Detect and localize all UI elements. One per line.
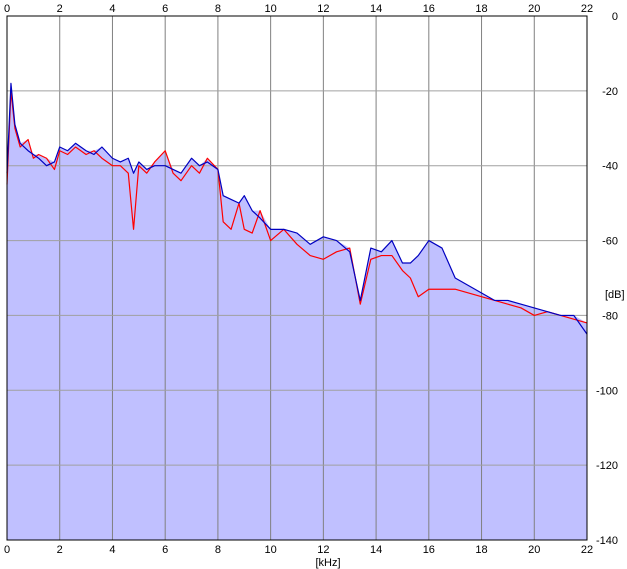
x-tick-label-top: 14	[370, 3, 382, 15]
y-tick-label: 0	[612, 11, 618, 23]
x-tick-label-top: 16	[423, 3, 435, 15]
x-tick-label-bottom: 8	[215, 544, 221, 556]
series-line-1	[6, 90, 588, 324]
series-lines	[6, 82, 588, 335]
x-tick-label-top: 22	[581, 3, 593, 15]
grid-lines	[7, 16, 587, 540]
x-tick-label-bottom: 4	[109, 544, 115, 556]
x-tick-label-bottom: 2	[57, 544, 63, 556]
x-tick-label-top: 0	[4, 3, 10, 15]
series-line-2	[6, 82, 588, 335]
x-tick-label-bottom: 22	[581, 544, 593, 556]
x-tick-label-top: 12	[317, 3, 329, 15]
x-tick-label-top: 6	[162, 3, 168, 15]
y-tick-label: -100	[596, 385, 618, 397]
y-tick-label: -120	[596, 460, 618, 472]
x-tick-label-bottom: 12	[317, 544, 329, 556]
y-tick-label: -80	[602, 310, 618, 322]
x-tick-label-top: 4	[109, 3, 115, 15]
x-tick-label-bottom: 16	[423, 544, 435, 556]
y-axis-label: [dB]	[605, 289, 625, 301]
x-tick-label-bottom: 14	[370, 544, 382, 556]
y-tick-labels: 0 -20 -40 -60 -80 -100 -120 -140	[596, 11, 618, 547]
y-tick-label: -40	[602, 161, 618, 173]
x-tick-label-bottom: 10	[265, 544, 277, 556]
x-tick-label-bottom: 18	[475, 544, 487, 556]
x-tick-label-top: 10	[265, 3, 277, 15]
spectrum-fill	[7, 83, 587, 541]
y-tick-label: -60	[602, 236, 618, 248]
x-tick-label-top: 20	[528, 3, 540, 15]
x-tick-label-top: 8	[215, 3, 221, 15]
x-tick-label-top: 2	[57, 3, 63, 15]
x-tick-label-bottom: 20	[528, 544, 540, 556]
plot-frame	[6, 15, 588, 541]
x-axis-label: [kHz]	[315, 557, 340, 569]
x-tick-labels-bottom: 0 2 4 6 8 10 12 14 16 18 20 22	[4, 544, 593, 556]
y-tick-label: -20	[602, 86, 618, 98]
x-tick-labels-top: 0 2 4 6 8 10 12 14 16 18 20 22	[4, 3, 593, 15]
x-tick-label-bottom: 6	[162, 544, 168, 556]
x-tick-label-bottom: 0	[4, 544, 10, 556]
x-tick-label-top: 18	[475, 3, 487, 15]
spectrum-fill-area	[7, 83, 587, 541]
y-tick-label: -140	[596, 535, 618, 547]
